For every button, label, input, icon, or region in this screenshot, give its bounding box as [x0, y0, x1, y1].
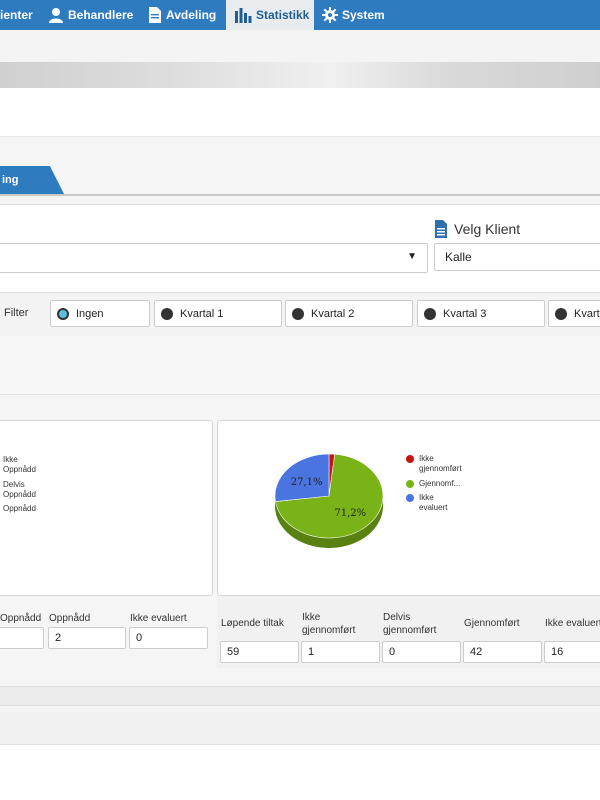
stat-value-field: 42	[463, 641, 542, 663]
stat-value-field: 0	[382, 641, 461, 663]
gear-icon	[322, 7, 338, 23]
chevron-down-icon: ▼	[407, 251, 417, 262]
filter-option-label: Kvartal	[574, 307, 600, 320]
pie-data-label: 27,1%	[291, 477, 323, 488]
legend-swatch	[406, 480, 414, 488]
tab-active[interactable]: ing	[0, 166, 64, 194]
stat-label: Oppnådd	[0, 613, 42, 624]
stat-label: Ikke evaluert	[130, 613, 187, 624]
filter-option-ingen[interactable]: Ingen	[50, 300, 150, 327]
pie-slice-side	[275, 496, 383, 548]
filter-option-kvartal-4[interactable]: Kvartal	[548, 300, 600, 327]
radio-unselected-icon	[424, 307, 436, 320]
stat-value-field: 16	[544, 641, 600, 663]
stat-label: Ikke evaluert	[545, 618, 600, 629]
stat-value-field: 2	[48, 627, 126, 649]
radio-unselected-icon	[555, 307, 567, 320]
filter-option-label: Kvartal 1	[180, 307, 224, 320]
filter-label: Filter	[4, 307, 29, 319]
nav-item-label: ienter	[0, 8, 33, 22]
filter-option-label: Kvartal 2	[311, 307, 355, 320]
nav-item-label: System	[342, 8, 385, 22]
client-heading: Velg Klient	[434, 220, 520, 238]
radio-unselected-icon	[161, 307, 173, 320]
stat-value-field: 1	[301, 641, 380, 663]
goals-chart-panel	[0, 420, 213, 596]
stat-label: Oppnådd	[49, 613, 91, 624]
legend-item: Ikke Oppnådd	[3, 455, 36, 474]
section-header	[0, 712, 600, 745]
stat-value-field: 0	[129, 627, 208, 649]
legend-item: Oppnådd	[3, 504, 36, 513]
client-select-value: Kalle	[445, 250, 472, 264]
stat-label: Delvis gjennomført	[383, 612, 437, 636]
legend-item: Gjennomf...	[419, 479, 461, 488]
document-icon	[435, 220, 447, 238]
legend-item: Delvis Oppnådd	[3, 480, 36, 499]
legend-item: Ikke evaluert	[419, 493, 448, 512]
stat-value-field	[0, 627, 44, 649]
nav-item-label: Avdeling	[166, 8, 217, 22]
filter-option-kvartal-2[interactable]: Kvartal 2	[285, 300, 413, 327]
top-nav: ienter Behandlere Avdeling Statistikk Sy…	[0, 0, 600, 30]
radio-selected-icon	[57, 307, 69, 320]
nav-item-avdeling[interactable]: Avdeling	[148, 0, 220, 30]
filter-option-label: Kvartal 3	[443, 307, 487, 320]
section-divider	[0, 686, 600, 706]
empty-section	[0, 336, 600, 395]
nav-item-system[interactable]: System	[322, 0, 392, 30]
filter-option-kvartal-1[interactable]: Kvartal 1	[154, 300, 282, 327]
legend-swatch	[406, 494, 414, 502]
stat-value-field: 59	[220, 641, 299, 663]
sub-header	[0, 30, 600, 63]
pie-chart: 71,2% 27,1%	[274, 453, 384, 548]
nav-item-label: Statistikk	[256, 8, 310, 22]
header-banner	[0, 62, 600, 88]
page-header	[0, 88, 600, 137]
legend-swatch	[406, 455, 414, 463]
stat-label: Løpende tiltak	[221, 618, 284, 629]
pie-slice	[274, 453, 330, 502]
filter-option-kvartal-3[interactable]: Kvartal 3	[417, 300, 545, 327]
nav-item-behandlere[interactable]: Behandlere	[48, 0, 138, 30]
tab-label: ing	[2, 174, 19, 186]
document-icon	[149, 7, 161, 23]
tab-underline	[0, 194, 600, 196]
legend-item: Ikke gjennomført	[419, 454, 462, 473]
client-select[interactable]: Kalle	[434, 243, 600, 271]
filter-option-label: Ingen	[76, 307, 104, 320]
nav-item-label: Behandlere	[68, 8, 134, 22]
bottom-section	[0, 745, 600, 800]
category-select[interactable]: ▼	[0, 243, 428, 273]
radio-unselected-icon	[292, 307, 304, 320]
nav-item-statistikk[interactable]: Statistikk	[226, 0, 314, 30]
pie-data-label: 71,2%	[334, 508, 366, 519]
user-icon	[49, 8, 63, 23]
bar-chart-icon	[235, 8, 252, 23]
stat-label: Ikke gjennomført	[302, 612, 356, 636]
stat-label: Gjennomført	[464, 618, 520, 629]
client-heading-label: Velg Klient	[454, 221, 521, 237]
nav-item-klienter[interactable]: ienter	[0, 0, 44, 30]
